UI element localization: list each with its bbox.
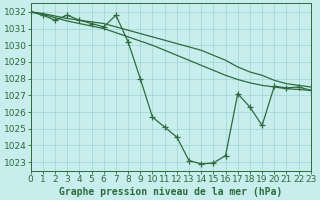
X-axis label: Graphe pression niveau de la mer (hPa): Graphe pression niveau de la mer (hPa) [59,186,282,197]
